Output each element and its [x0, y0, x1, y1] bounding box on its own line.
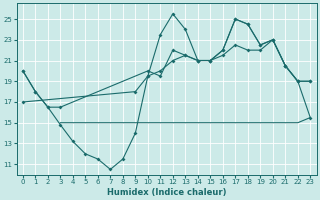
X-axis label: Humidex (Indice chaleur): Humidex (Indice chaleur)	[107, 188, 226, 197]
